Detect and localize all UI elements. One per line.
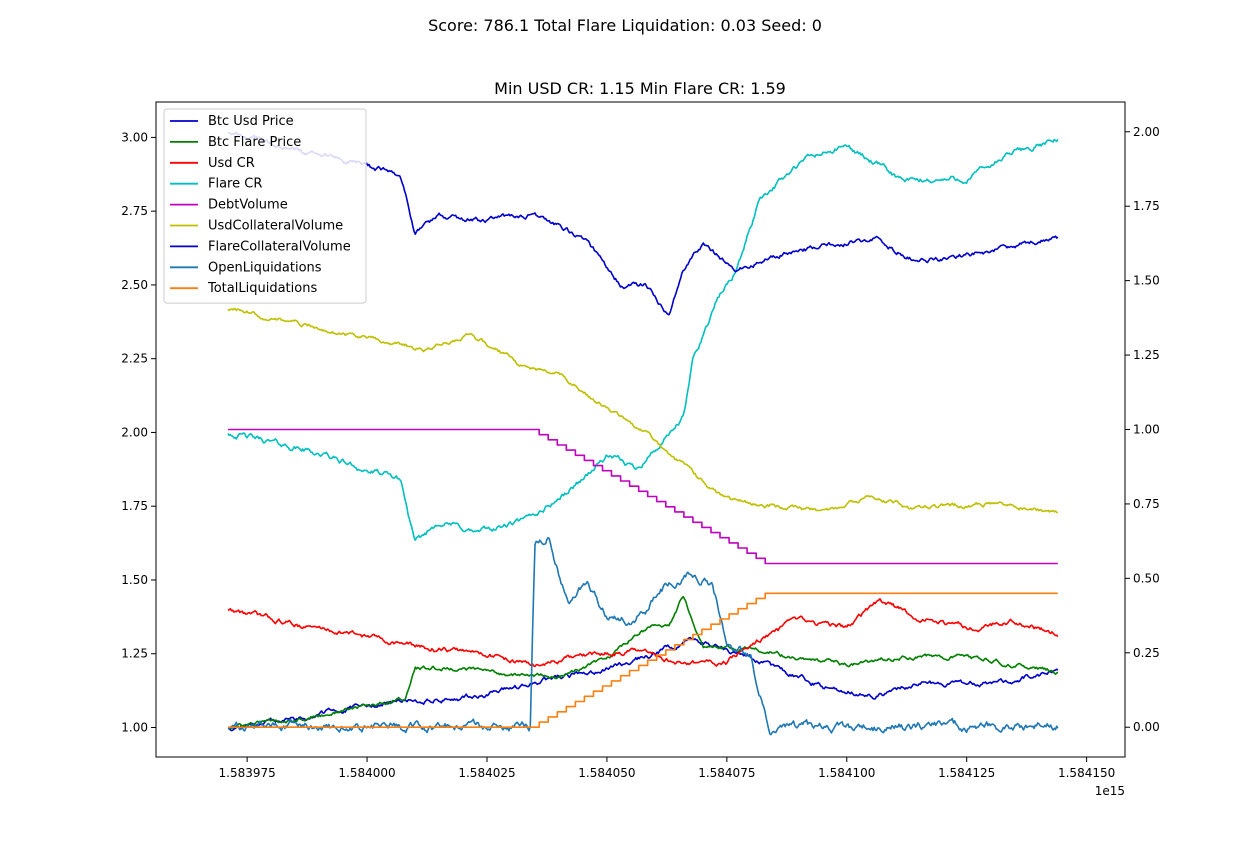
- legend-label-btc-usd-price: Btc Usd Price: [208, 114, 294, 129]
- series-line-usdcollateralvolume: [227, 307, 1059, 514]
- legend-box: [163, 108, 367, 304]
- x-tick-label: 1.583975: [219, 766, 276, 780]
- legend-label-usdcollateralvolume: UsdCollateralVolume: [208, 219, 343, 234]
- x-tick-label: 1.584150: [1058, 766, 1115, 780]
- legend-label-flarecollateralvolume: FlareCollateralVolume: [208, 239, 351, 254]
- figure-suptitle: Score: 786.1 Total Flare Liquidation: 0.…: [428, 16, 822, 35]
- legend-label-btc-flare-price: Btc Flare Price: [208, 135, 301, 150]
- y-tick-label-left: 3.00: [121, 130, 148, 144]
- y-tick-label-right: 0.75: [1133, 497, 1160, 511]
- y-tick-label-left: 1.25: [121, 647, 148, 661]
- legend-label-debtvolume: DebtVolume: [208, 198, 288, 213]
- x-tick-label: 1.584100: [818, 766, 875, 780]
- series-line-totalliquidations: [228, 592, 1058, 728]
- series-line-openliquidations: [227, 536, 1059, 736]
- x-offset-text: 1e15: [1095, 784, 1125, 798]
- y-tick-label-left: 1.00: [121, 720, 148, 734]
- y-tick-label-left: 1.50: [121, 573, 148, 587]
- x-tick-label: 1.584025: [458, 766, 515, 780]
- y-tick-label-left: 2.00: [121, 425, 148, 439]
- y-tick-label-left: 1.75: [121, 499, 148, 513]
- x-tick-label: 1.584075: [698, 766, 755, 780]
- series-line-flare-cr: [227, 138, 1059, 541]
- series-line-usd-cr: [227, 598, 1059, 668]
- y-tick-label-right: 1.25: [1133, 348, 1160, 362]
- series-line-btc-usd-price: [227, 636, 1059, 732]
- legend-label-flare-cr: Flare CR: [208, 177, 262, 192]
- y-tick-label-left: 2.50: [121, 278, 148, 292]
- y-tick-label-left: 2.75: [121, 204, 148, 218]
- legend-label-totalliquidations: TotalLiquidations: [207, 281, 317, 296]
- y-tick-label-right: 0.25: [1133, 646, 1160, 660]
- y-tick-label-right: 1.50: [1133, 274, 1160, 288]
- series-line-debtvolume: [228, 428, 1058, 565]
- chart-title: Min USD CR: 1.15 Min Flare CR: 1.59: [494, 79, 786, 98]
- series-line-btc-flare-price: [227, 595, 1059, 730]
- y-tick-label-right: 0.00: [1133, 720, 1160, 734]
- y-tick-label-right: 1.75: [1133, 199, 1160, 213]
- x-tick-label: 1.584050: [578, 766, 635, 780]
- x-tick-label: 1.584000: [338, 766, 395, 780]
- y-tick-label-left: 2.25: [121, 352, 148, 366]
- y-tick-label-right: 2.00: [1133, 125, 1160, 139]
- x-tick-label: 1.584125: [938, 766, 995, 780]
- y-tick-label-right: 0.50: [1133, 571, 1160, 585]
- legend: Btc Usd Price Btc Flare Price Usd CR Flare …: [163, 108, 367, 304]
- legend-label-openliquidations: OpenLiquidations: [208, 260, 322, 275]
- y-tick-label-right: 1.00: [1133, 423, 1160, 437]
- axes-layer: 1.583975 1.584000 1.584025 1.584050 1.584075…: [121, 125, 1159, 780]
- legend-label-usd-cr: Usd CR: [208, 156, 255, 171]
